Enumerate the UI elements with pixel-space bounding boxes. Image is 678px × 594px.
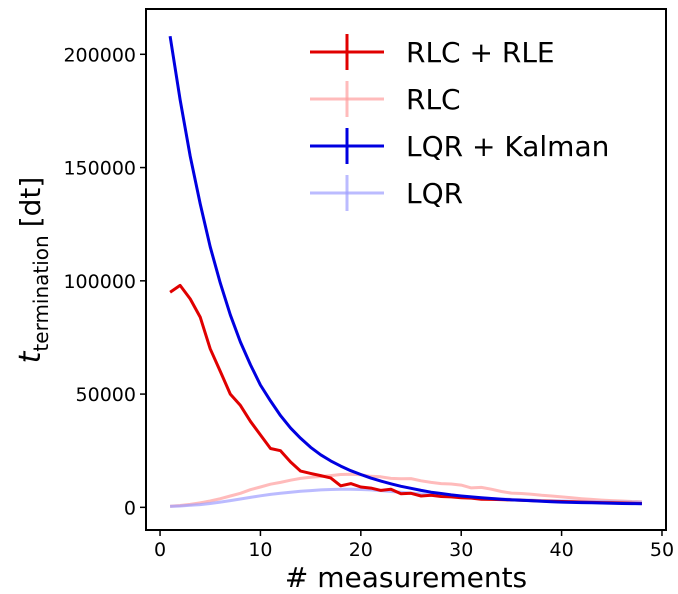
x-tick-label: 20	[349, 539, 373, 561]
legend-entry: RLC + RLE	[310, 34, 555, 70]
plot-frame	[145, 8, 667, 531]
y-axis-title: ttermination [dt]	[13, 177, 53, 364]
legend-label: LQR + Kalman	[406, 130, 609, 163]
legend-entry: LQR	[310, 175, 463, 211]
y-tick-label: 50000	[76, 384, 136, 406]
x-tick-label: 40	[550, 539, 574, 561]
y-axis-title-subscript: termination	[29, 235, 53, 351]
y-axis-title-symbol: t	[13, 350, 48, 363]
y-tick-label: 200000	[63, 44, 136, 66]
plot-lines	[168, 35, 642, 508]
y-tick-label: 150000	[63, 158, 136, 180]
x-tick-label: 50	[650, 539, 674, 561]
x-axis-title: # measurements	[285, 561, 527, 594]
legend-label: LQR	[406, 177, 463, 210]
legend-entry: RLC	[310, 81, 461, 117]
x-axis-ticks: 0 10 20 30 40 50	[154, 530, 674, 561]
legend-label: RLC	[406, 83, 461, 116]
series-line-rlc	[169, 472, 642, 508]
x-tick-label: 30	[449, 539, 473, 561]
x-tick-label: 10	[248, 539, 272, 561]
y-tick-label: 100000	[63, 271, 136, 293]
series-line-lqr-kalman	[168, 35, 642, 506]
legend: RLC + RLE RLC LQR + Kalman LQR	[310, 34, 609, 211]
legend-entry: LQR + Kalman	[310, 128, 609, 164]
x-tick-label: 0	[154, 539, 166, 561]
y-axis-ticks: 0 50000 100000 150000 200000	[63, 44, 146, 519]
series-line-rlc-rle	[169, 283, 642, 505]
y-tick-label: 0	[124, 497, 136, 519]
y-axis-title-unit: [dt]	[14, 177, 47, 228]
legend-label: RLC + RLE	[406, 36, 555, 69]
